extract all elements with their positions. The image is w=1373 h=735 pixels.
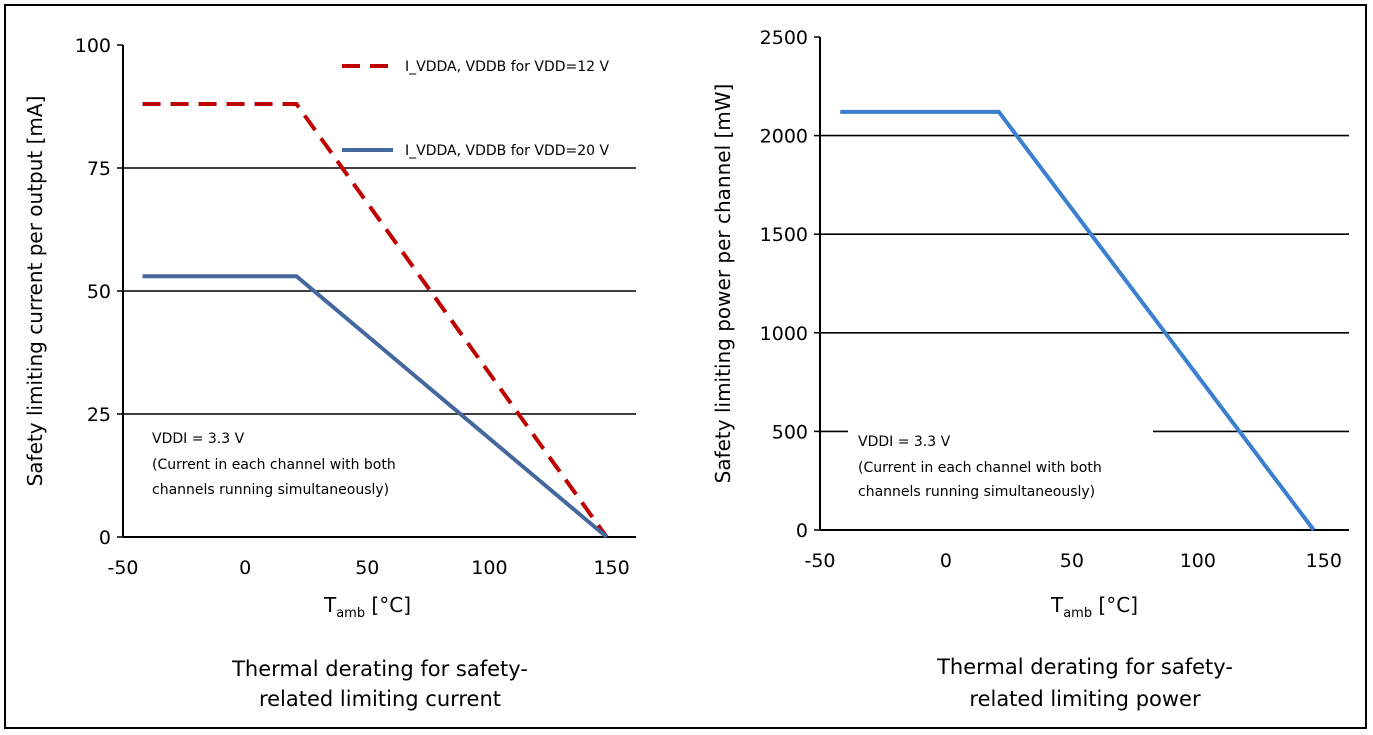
left-chart: 0 25 50 75 100 -50 0 50 100 150 VDDI = 3.3 V (Curre… (23, 35, 636, 711)
left-note-line: (Current in each channel with both (152, 457, 396, 473)
left-caption-line: related limiting current (259, 687, 501, 711)
left-x-axis-label: Tamb [°C] (323, 593, 411, 621)
right-y-tick-label: 0 (796, 520, 808, 542)
right-note-line: channels running simultaneously) (858, 484, 1095, 500)
left-note-background (145, 427, 475, 507)
right-y-tick-label: 1000 (760, 323, 808, 345)
right-y-tick-label: 2500 (760, 27, 808, 49)
right-caption-line: Thermal derating for safety- (936, 655, 1233, 679)
left-x-tick-label: -50 (107, 557, 138, 579)
left-y-tick-label: 100 (75, 35, 111, 57)
left-caption-line: Thermal derating for safety- (231, 657, 528, 681)
left-y-tick-label: 25 (87, 404, 111, 426)
right-chart: 0 500 1000 1500 2000 2500 -50 0 50 100 150 VDDI = 3… (711, 27, 1349, 711)
right-y-tick-label: 1500 (760, 224, 808, 246)
right-x-tick-label: 50 (1060, 550, 1084, 572)
left-y-tick-label: 75 (87, 158, 111, 180)
right-note-line: (Current in each channel with both (858, 460, 1102, 476)
left-series-line-2 (142, 274, 608, 539)
right-note-line: VDDI = 3.3 V (858, 434, 951, 450)
left-y-tick-label: 0 (99, 527, 111, 549)
right-y-tick-label: 500 (772, 421, 808, 443)
figure-frame (4, 4, 1367, 729)
right-x-tick-label: 150 (1306, 550, 1342, 572)
right-y-tick-label: 2000 (760, 126, 808, 148)
left-x-tick-label: 50 (355, 557, 379, 579)
left-x-tick-label: 100 (471, 557, 507, 579)
left-y-axis-label: Safety limiting current per output [mA] (23, 96, 47, 487)
left-series-line-1 (142, 102, 609, 539)
left-legend-label: I_VDDA, VDDB for VDD=20 V (405, 143, 610, 159)
left-x-tick-label: 0 (239, 557, 251, 579)
right-caption-line: related limiting power (969, 687, 1201, 711)
left-y-tick-label: 50 (87, 281, 111, 303)
left-legend-label: I_VDDA, VDDB for VDD=12 V (405, 59, 610, 75)
right-x-tick-label: 0 (940, 550, 952, 572)
left-note-line: channels running simultaneously) (152, 482, 389, 498)
left-note-line: VDDI = 3.3 V (152, 431, 245, 447)
right-x-axis-label: Tamb [°C] (1050, 593, 1138, 621)
right-x-tick-label: 100 (1180, 550, 1216, 572)
right-series-line-1 (840, 109, 1316, 532)
right-x-tick-label: -50 (804, 550, 835, 572)
left-x-tick-label: 150 (593, 557, 629, 579)
right-y-axis-label: Safety limiting power per channel [mW] (711, 84, 735, 484)
left-legend-bg (340, 140, 636, 160)
right-note-background (848, 430, 1153, 508)
